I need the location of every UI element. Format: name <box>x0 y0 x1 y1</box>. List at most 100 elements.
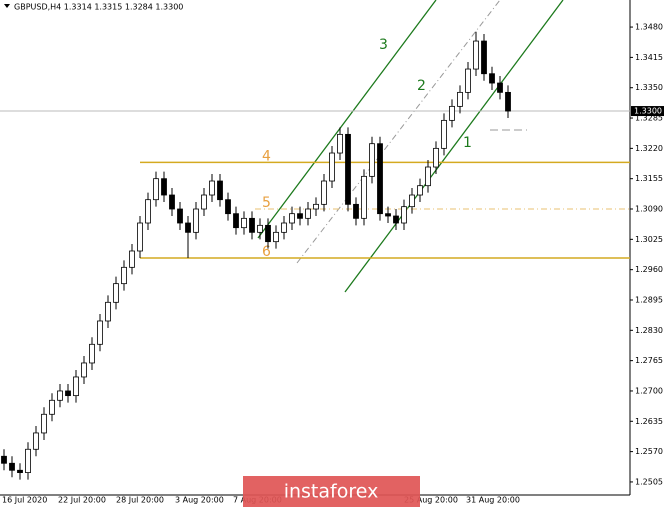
candle-body <box>145 199 151 224</box>
candle-body <box>273 231 279 243</box>
candle-body <box>33 432 39 450</box>
candle-body <box>57 390 63 401</box>
candle-body <box>425 166 431 187</box>
candle-body <box>505 91 511 112</box>
candle-body <box>377 143 383 215</box>
x-tick-label: 31 Aug 20:00 <box>466 496 520 505</box>
candle-body <box>241 217 247 229</box>
candle-body <box>249 217 255 233</box>
candle-body <box>81 362 87 378</box>
channel-median <box>296 0 501 264</box>
channel-line <box>344 0 564 293</box>
candle-body <box>465 68 471 93</box>
candle-body <box>137 222 143 252</box>
candle-body <box>25 448 31 474</box>
y-tick-label: 1.3025 <box>635 235 663 244</box>
candle-body <box>73 376 79 397</box>
price-box <box>631 106 664 117</box>
x-tick-label: 16 Jul 2020 <box>2 496 47 505</box>
y-tick-label: 1.3480 <box>635 23 663 32</box>
y-tick-label: 1.2895 <box>635 295 663 304</box>
candle-body <box>289 213 295 224</box>
candle-body <box>353 203 359 219</box>
candle-body <box>105 301 111 322</box>
candle-body <box>177 208 183 224</box>
candle-body <box>129 250 135 268</box>
candle-body <box>17 469 23 474</box>
candle-body <box>161 178 167 196</box>
candle-body <box>41 413 47 434</box>
y-tick-label: 1.2635 <box>635 417 663 426</box>
candle-body <box>433 147 439 168</box>
candle-body <box>185 222 191 233</box>
candle-body <box>297 213 303 219</box>
candle-body <box>417 185 423 196</box>
candle-body <box>201 194 207 210</box>
candle-body <box>473 40 479 70</box>
candle-body <box>441 119 447 149</box>
level-label: 6 <box>262 244 271 260</box>
candle-body <box>361 175 367 219</box>
candle-body <box>385 213 391 217</box>
candle-body <box>65 390 71 397</box>
candle-body <box>393 215 399 224</box>
x-tick-label: 3 Aug 20:00 <box>175 496 224 505</box>
candle-body <box>225 199 231 215</box>
candle-body <box>193 208 199 233</box>
candle-body <box>481 40 487 75</box>
candle-body <box>49 399 55 415</box>
y-tick-label: 1.2570 <box>635 447 663 456</box>
x-tick-label: 22 Jul 20:00 <box>58 496 106 505</box>
channel-label: 2 <box>417 78 426 94</box>
watermark: instaforex <box>284 481 379 503</box>
candle-body <box>209 180 215 196</box>
y-tick-label: 1.2700 <box>635 386 663 395</box>
candle-body <box>305 208 311 219</box>
price-label: 1.3300 <box>634 107 662 116</box>
watermark-box <box>243 476 420 507</box>
candle-body <box>321 180 327 205</box>
candle-body <box>401 206 407 224</box>
menu-arrow <box>4 4 10 8</box>
y-tick-label: 1.2505 <box>635 477 663 486</box>
candle-body <box>113 283 119 303</box>
candle-body <box>1 455 7 464</box>
candle-body <box>369 143 375 177</box>
candle-body <box>89 343 95 364</box>
candle-body <box>9 462 15 471</box>
candle-body <box>337 133 343 154</box>
y-tick-label: 1.3285 <box>635 114 663 123</box>
candle-body <box>489 73 495 84</box>
x-tick-label: 28 Jul 20:00 <box>116 496 164 505</box>
candle-body <box>497 82 503 93</box>
level-label: 4 <box>262 148 271 164</box>
candle-body <box>449 105 455 121</box>
y-tick-label: 1.2830 <box>635 326 663 335</box>
candle-body <box>457 91 463 107</box>
candle-body <box>169 194 175 210</box>
candle-body <box>97 320 103 345</box>
y-tick-label: 1.3415 <box>635 53 663 62</box>
candle-body <box>265 224 271 243</box>
candle-body <box>345 133 351 205</box>
candle-body <box>313 203 319 210</box>
candle-body <box>217 180 223 201</box>
x-tick-label: 25 Aug 20:00 <box>404 496 458 505</box>
chart-title: GBPUSD,H4 1.3314 1.3315 1.3284 1.3300 <box>14 3 183 12</box>
candle-body <box>121 266 127 285</box>
candle-body <box>329 152 335 182</box>
candle-body <box>281 222 287 233</box>
channel-line <box>257 0 437 239</box>
y-tick-label: 1.3220 <box>635 144 663 153</box>
y-tick-label: 1.2765 <box>635 356 663 365</box>
y-tick-label: 1.3350 <box>635 83 663 92</box>
candle-body <box>233 213 239 229</box>
y-tick-label: 1.3090 <box>635 205 663 214</box>
level-label: 5 <box>262 195 271 211</box>
candle-body <box>153 178 159 201</box>
candle-body <box>409 194 415 208</box>
candle-body <box>257 224 263 233</box>
channel-label: 1 <box>463 135 472 151</box>
